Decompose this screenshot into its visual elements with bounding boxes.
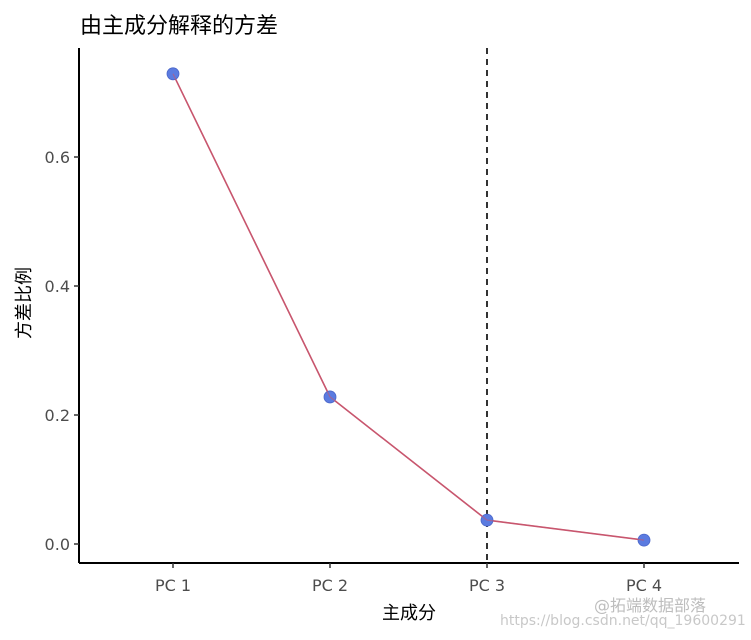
x-tick-label: PC 3	[469, 576, 505, 595]
y-tick-label: 0.6	[45, 148, 70, 167]
chart-title: 由主成分解释的方差	[80, 14, 278, 39]
x-tick-label: PC 2	[312, 576, 348, 595]
data-point	[166, 67, 180, 81]
y-tick-label: 0.0	[45, 535, 70, 554]
y-tick-label: 0.2	[45, 406, 70, 425]
data-point	[637, 533, 651, 547]
plot-area: 0.0 0.2 0.4 0.6 PC 1 PC 2 PC 3 PC 4	[45, 48, 739, 595]
watermark-url: https://blog.csdn.net/qq_19600291	[500, 613, 746, 629]
y-tick-label: 0.4	[45, 277, 70, 296]
watermark-brand: @拓端数据部落	[594, 596, 706, 615]
variance-line-overlay	[172, 73, 645, 541]
x-tick-label: PC 1	[155, 576, 191, 595]
y-axis-label: 方差比例	[14, 267, 35, 339]
variance-line	[172, 73, 645, 541]
x-axis-label: 主成分	[382, 603, 436, 624]
x-tick-label: PC 4	[626, 576, 662, 595]
